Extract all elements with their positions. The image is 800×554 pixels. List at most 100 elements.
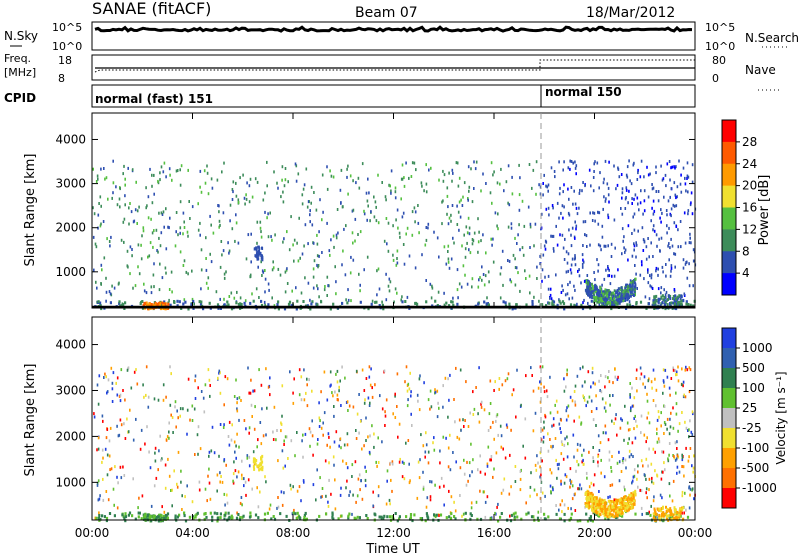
range-gate-cell [303,480,305,484]
range-gate-cell [181,494,183,498]
range-gate-cell [95,516,98,520]
range-gate-cell [658,415,660,419]
range-gate-cell [494,511,496,515]
range-gate-cell [584,380,586,384]
range-gate-cell [351,231,354,235]
range-gate-cell [685,426,688,430]
range-gate-cell [628,449,631,453]
range-gate-cell [651,303,654,307]
range-gate-cell [661,178,664,182]
range-gate-cell [98,514,101,517]
range-gate-cell [316,303,319,307]
range-gate-cell [630,182,633,186]
range-gate-cell [659,216,661,220]
power-x-ticks [91,113,696,308]
range-gate-cell [445,301,448,305]
range-gate-cell [582,394,584,398]
range-gate-cell [560,440,563,444]
range-gate-cell [164,486,167,490]
range-gate-cell [152,245,154,249]
range-gate-cell [167,225,169,229]
range-gate-cell [103,376,105,379]
range-gate-cell [176,485,179,489]
range-gate-cell [333,463,335,467]
range-gate-cell [333,245,335,249]
range-gate-cell [373,215,376,219]
range-gate-cell [427,222,430,226]
range-gate-cell [619,498,622,502]
range-gate-cell [625,283,628,287]
range-gate-cell [662,391,664,395]
range-gate-cell [513,515,516,519]
range-gate-cell [629,281,632,285]
range-gate-cell [438,255,440,259]
range-gate-cell [493,170,495,174]
range-gate-cell [368,365,371,369]
range-gate-cell [673,302,676,306]
range-gate-cell [678,509,681,513]
colorbar-segment [722,185,736,208]
cpid-label: CPID [4,91,36,105]
range-gate-cell [591,507,593,511]
range-gate-cell [219,512,222,516]
range-gate-cell [209,394,211,398]
range-gate-cell [652,301,655,305]
range-gate-cell [298,393,301,397]
range-gate-cell [425,182,428,186]
range-gate-cell [298,516,301,519]
range-gate-cell [347,192,349,196]
range-gate-cell [502,447,504,451]
range-gate-cell [154,446,157,450]
range-gate-cell [604,506,607,510]
range-gate-cell [589,288,592,292]
range-gate-cell [385,272,387,276]
range-gate-cell [637,229,639,233]
range-gate-cell [497,502,499,506]
range-gate-cell [482,172,484,176]
range-gate-cell [450,300,453,304]
range-gate-cell [671,499,674,503]
range-gate-cell [497,433,499,437]
range-gate-cell [600,471,602,475]
range-gate-cell [567,269,569,273]
range-gate-cell [459,215,462,219]
range-gate-cell [337,231,339,235]
range-gate-cell [341,301,344,305]
range-gate-cell [245,493,247,497]
range-gate-cell [650,380,653,384]
range-gate-cell [561,300,565,304]
range-gate-cell [448,266,451,270]
range-gate-cell [605,401,607,405]
range-gate-cell [235,213,237,217]
colorbar-segment [722,251,736,274]
range-gate-cell [567,187,569,191]
range-gate-cell [575,227,577,231]
range-gate-cell [542,193,544,197]
range-gate-cell [248,200,251,204]
range-gate-cell [165,207,167,211]
range-gate-cell [250,378,252,382]
range-gate-cell [340,201,342,205]
range-gate-cell [188,200,190,203]
range-gate-cell [621,187,624,191]
range-gate-cell [467,165,470,169]
range-gate-cell [571,257,574,261]
range-gate-cell [499,272,502,276]
range-gate-cell [564,437,566,441]
range-gate-cell [324,285,326,288]
range-gate-cell [236,432,238,436]
power-heatmap-cells [92,159,697,311]
range-gate-cell [388,183,390,187]
range-gate-cell [267,282,270,286]
range-gate-cell [343,227,345,231]
range-gate-cell [106,428,109,431]
range-gate-cell [122,465,124,469]
range-gate-cell [583,448,585,452]
range-gate-cell [378,515,381,519]
range-gate-cell [569,485,571,489]
range-gate-cell [560,479,562,483]
range-gate-cell [203,512,206,516]
range-gate-cell [206,499,208,503]
range-gate-cell [556,303,559,307]
range-gate-cell [237,513,240,516]
